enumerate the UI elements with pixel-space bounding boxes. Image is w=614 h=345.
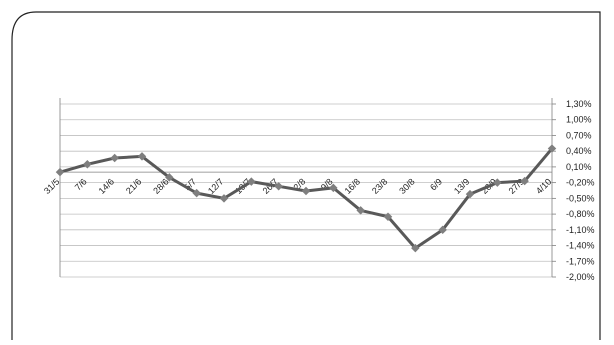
data-point (301, 186, 311, 196)
x-tick-label: 23/8 (370, 176, 389, 195)
data-point (165, 173, 174, 182)
y-tick-label: 1,30% (566, 99, 592, 109)
y-tick-label: 0,10% (566, 162, 592, 172)
y-tick-label: -2,00% (566, 272, 595, 282)
data-point (83, 160, 92, 169)
axes (59, 98, 556, 278)
y-tick-label: 0,70% (566, 130, 592, 140)
data-point (383, 212, 393, 221)
data-point (192, 188, 201, 198)
chart-border (11, 11, 601, 340)
data-point (438, 225, 447, 235)
y-tick-label: -1,70% (566, 256, 595, 266)
data-point (411, 243, 420, 253)
data-point (465, 189, 475, 199)
y-tick-label: -0,50% (566, 193, 595, 203)
y-tick-label: 0,40% (566, 146, 592, 156)
data-point (110, 153, 119, 163)
gridlines (60, 103, 552, 278)
y-tick-label: -0,80% (566, 209, 595, 219)
x-tick-label: 6/9 (428, 176, 444, 192)
x-tick-label: 30/8 (397, 176, 416, 195)
data-point (55, 167, 65, 177)
data-point (493, 178, 502, 187)
data-point (274, 182, 283, 191)
x-tick-label: 21/6 (124, 176, 143, 195)
data-point (356, 206, 365, 215)
series (55, 144, 557, 253)
x-tick-labels: 31/5 7/6 14/6 21/6 28/6 5/7 12/7 19/7 26/7 2/8 9/8… (42, 176, 553, 195)
y-tick-label: -1,10% (566, 225, 595, 235)
data-point (219, 194, 229, 203)
x-tick-label: 14/6 (97, 176, 116, 195)
data-point (247, 177, 256, 186)
x-tick-label: 7/6 (73, 176, 89, 192)
data-point (137, 152, 147, 161)
x-tick-label: 12/7 (206, 176, 225, 195)
y-tick-label: -0,20% (566, 178, 595, 188)
x-tick-label: 4/10 (534, 176, 553, 195)
x-tick-label: 16/8 (343, 176, 362, 195)
x-tick-label: 31/5 (42, 176, 61, 195)
data-point (329, 183, 338, 193)
y-tick-label: -1,40% (566, 241, 595, 251)
y-tick-labels: 1,30% 1,00% 0,70% 0,40% 0,10% -0,20% -0,50% -0,… (566, 99, 595, 282)
y-tick-label: 1,00% (566, 115, 592, 125)
